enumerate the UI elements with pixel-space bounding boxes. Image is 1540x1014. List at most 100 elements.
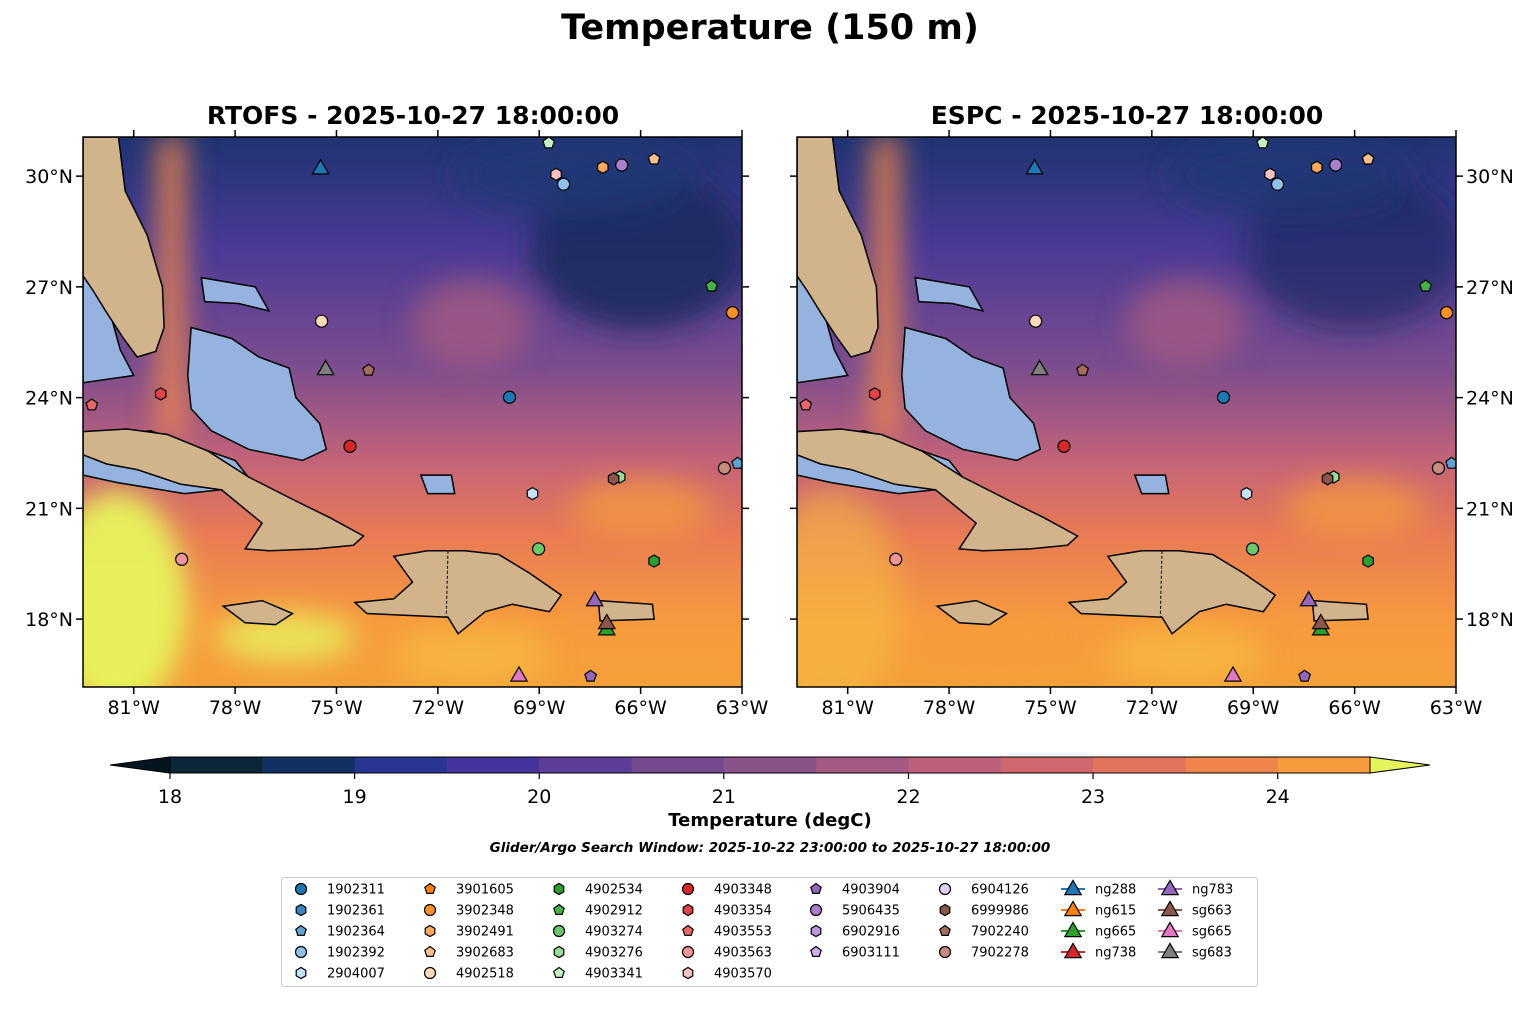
- legend-item-5906435: 5906435: [809, 903, 900, 919]
- legend-marker-icon: [553, 945, 565, 959]
- legend-label: 4903354: [714, 904, 772, 919]
- obs-marker-4903348: [343, 439, 357, 453]
- obs-marker-4902534: [648, 554, 660, 568]
- warm-patch: [1284, 478, 1425, 539]
- obs-marker-3902348: [725, 306, 740, 320]
- obs-marker-4903563: [175, 552, 189, 566]
- obs-marker-3902491: [1310, 160, 1323, 174]
- legend-label: sg683: [1192, 946, 1232, 961]
- obs-marker-4903553: [85, 398, 99, 411]
- warm-patch: [1105, 625, 1266, 686]
- legend-label: 3901605: [456, 883, 514, 898]
- shallow-little_bahama: [200, 276, 271, 313]
- legend-marker-icon: [423, 903, 437, 917]
- colorbar-bin: [1277, 757, 1371, 773]
- shallow-great_bahama: [187, 326, 328, 462]
- legend-item-4903341: 4903341: [553, 967, 643, 982]
- legend-label: 7902278: [971, 946, 1029, 961]
- land-cuba: [83, 428, 365, 552]
- obs-marker-sg663: [597, 613, 617, 630]
- obs-marker-sg663: [1311, 613, 1331, 630]
- obs-marker-5906435: [615, 158, 629, 172]
- obs-marker-ng288: [311, 158, 330, 175]
- obs-marker-5906435: [1329, 158, 1343, 172]
- land-puertorico: [1311, 599, 1369, 622]
- land-cuba: [797, 428, 1079, 552]
- legend-item-6904126: 6904126: [938, 882, 1029, 898]
- obs-marker-6999986: [607, 472, 620, 486]
- colorbar-tick-label: 20: [527, 786, 551, 808]
- obs-marker-7902278: [1431, 461, 1446, 475]
- legend-label: 6902916: [842, 925, 900, 940]
- border-haiti-dr: [445, 550, 449, 618]
- legend-item-ng738: ng738: [1061, 942, 1136, 961]
- land-jamaica: [935, 599, 1009, 626]
- legend-item-1902392: 1902392: [294, 946, 385, 961]
- lon-tick-label: 66°W: [1328, 697, 1381, 719]
- obs-marker-1902311: [502, 390, 517, 404]
- land-hispaniola: [1067, 550, 1277, 635]
- legend-marker-icon: [810, 924, 822, 938]
- legend-item-1902364: 1902364: [295, 925, 385, 940]
- legend-item-sg663: sg663: [1158, 900, 1232, 919]
- legend-item-3901605: 3901605: [424, 883, 514, 898]
- map-panel-espc: [797, 137, 1456, 687]
- obs-marker-4903274: [531, 542, 546, 556]
- legend-marker-icon: [939, 903, 951, 917]
- legend-label: 3902348: [456, 904, 514, 919]
- lat-tick-label: 27°N: [25, 277, 73, 299]
- legend-item-1902311: 1902311: [294, 883, 385, 898]
- legend-item-4903563: 4903563: [681, 946, 772, 961]
- colorbar-bin: [631, 757, 725, 773]
- lat-tick-label: 30°N: [25, 166, 73, 188]
- legend-label: 4903563: [714, 946, 772, 961]
- obs-marker-4902518: [314, 314, 329, 328]
- legend-item-3902683: 3902683: [424, 946, 514, 961]
- lat-tick-label: 18°N: [1466, 609, 1514, 631]
- legend-label: 4903570: [714, 967, 772, 982]
- colorbar-tick-label: 24: [1266, 786, 1290, 808]
- legend-label: 4903274: [585, 925, 643, 940]
- legend-marker-icon: [809, 903, 823, 917]
- lat-tick-label: 24°N: [1466, 388, 1514, 410]
- warm-patch: [215, 612, 356, 663]
- legend-marker-icon: [553, 903, 565, 916]
- legend-label: sg663: [1192, 904, 1232, 919]
- warm-patch: [797, 490, 901, 687]
- legend-label: 4903904: [842, 883, 900, 898]
- legend-item-ng783: ng783: [1158, 879, 1233, 898]
- obs-marker-4902518: [1028, 314, 1043, 328]
- legend-label: ng615: [1095, 904, 1136, 919]
- colorbar-tick-label: 18: [158, 786, 182, 808]
- obs-marker-1902364: [1445, 456, 1456, 469]
- obs-marker-1902392: [1270, 177, 1285, 191]
- lon-tick-label: 69°W: [513, 697, 566, 719]
- legend-label: 4902518: [456, 967, 514, 982]
- legend-label: 5906435: [842, 904, 900, 919]
- legend-item-6903111: 6903111: [810, 945, 900, 961]
- legend-marker-icon: [423, 966, 437, 980]
- legend-label: 7902240: [971, 925, 1029, 940]
- legend-marker-icon: [1063, 921, 1083, 938]
- legend-marker-icon: [295, 903, 307, 917]
- obs-marker-4903570: [1264, 167, 1276, 181]
- legend-item-4903904: 4903904: [810, 883, 900, 898]
- cold-patch: [453, 137, 693, 217]
- legend-item-4903348: 4903348: [681, 883, 772, 898]
- legend-marker-icon: [295, 966, 307, 980]
- legend-item-4902912: 4902912: [553, 903, 643, 919]
- legend-marker-icon: [938, 882, 952, 896]
- obs-marker-1902364: [731, 456, 742, 469]
- legend-item-6999986: 6999986: [939, 903, 1029, 919]
- legend-item-6902916: 6902916: [810, 924, 900, 940]
- obs-marker-4903348: [1057, 439, 1071, 453]
- legend-marker-icon: [810, 945, 822, 958]
- obs-marker-4903904: [584, 669, 598, 682]
- legend-marker-icon: [1160, 879, 1180, 896]
- colorbar-frame: [169, 756, 1371, 774]
- legend-item-4902534: 4902534: [553, 883, 643, 898]
- obs-marker-4903341: [1256, 137, 1270, 149]
- obs-marker-4903563: [889, 552, 903, 566]
- legend-marker-icon: [1063, 879, 1083, 896]
